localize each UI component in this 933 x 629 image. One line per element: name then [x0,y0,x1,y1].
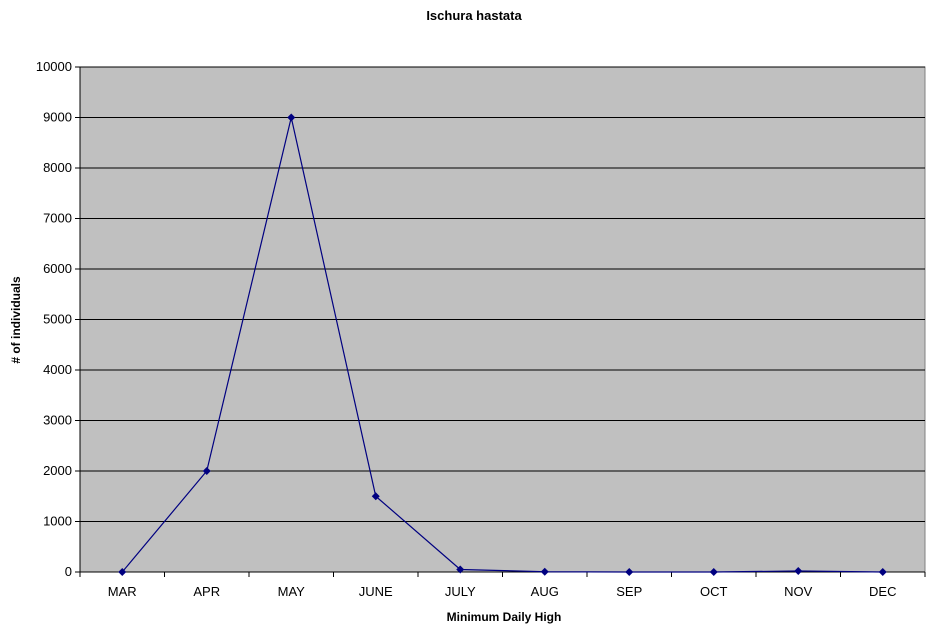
x-tick-label: APR [193,584,220,599]
x-tick-label: OCT [700,584,728,599]
y-axis: 0 1000 2000 3000 4000 5000 6000 7000 8000 9000 100… [36,59,81,579]
gridlines [80,66,925,522]
chart-title: Ischura hastata [426,8,522,23]
data-point [371,492,380,501]
y-tick-label: 1000 [43,514,72,529]
data-point [540,567,549,576]
y-tick-label: 10000 [36,59,72,74]
series-line [121,117,883,573]
x-axis-title: Minimum Daily High [447,610,562,624]
data-point [202,467,211,475]
y-tick-label: 5000 [43,312,72,327]
series-group [118,113,887,576]
data-point [287,113,296,122]
data-point [794,566,803,575]
y-tick-label: 8000 [43,160,72,175]
x-axis: MAR APR MAY JUNE JULY AUG SEP OCT NOV DEC [79,571,926,599]
data-point [709,568,718,576]
y-tick-label: 6000 [43,261,72,276]
x-tick-label: NOV [784,584,813,599]
y-tick-label: 9000 [43,110,72,125]
data-point [456,565,465,574]
x-tick-label: JUNE [359,584,393,599]
x-tick-label: AUG [531,584,559,599]
y-tick-label: 3000 [43,413,72,428]
y-tick-label: 7000 [43,211,72,226]
x-tick-label: SEP [616,584,642,599]
data-point [878,568,887,576]
y-tick-label: 2000 [43,463,72,478]
y-tick-label: 4000 [43,362,72,377]
y-tick-label: 0 [65,564,72,579]
x-tick-label: DEC [869,584,896,599]
y-axis-title: # of individuals [9,276,23,364]
data-point [625,568,634,576]
x-tick-label: JULY [445,584,476,599]
x-tick-label: MAY [278,584,306,599]
x-tick-label: MAR [108,584,137,599]
data-point [118,568,127,576]
